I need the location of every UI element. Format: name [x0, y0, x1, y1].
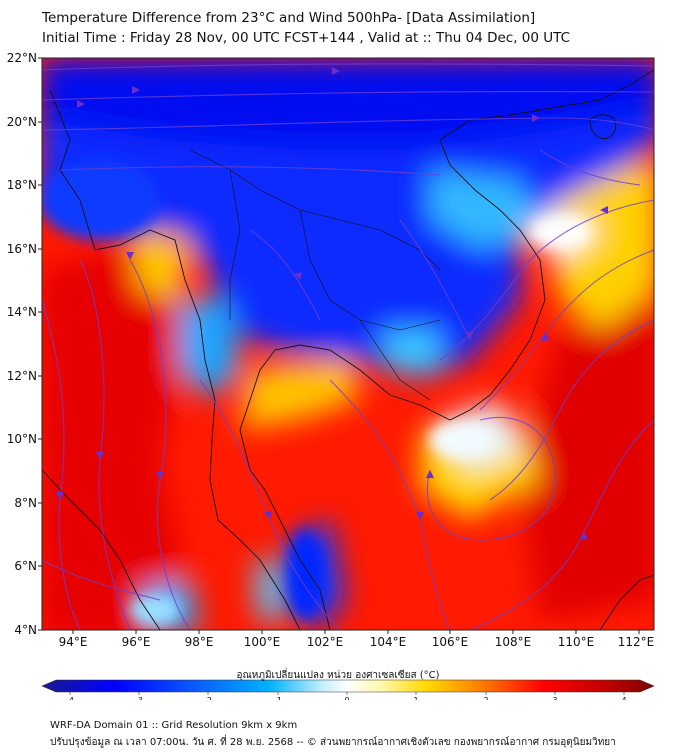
map-frame [41, 57, 655, 631]
coastlines [42, 69, 654, 630]
lon-tick-label: 100°E [244, 635, 281, 649]
lon-tick-label: 98°E [185, 635, 214, 649]
chart-title: Temperature Difference from 23°C and Win… [42, 10, 536, 26]
lat-tick-label: 6°N [14, 559, 37, 573]
colorbar-tick-label: -4 [66, 696, 74, 700]
colorbar-tick-label: 2 [483, 696, 488, 700]
lon-tick-label: 94°E [59, 635, 88, 649]
chart-subtitle: Initial Time : Friday 28 Nov, 00 UTC FCS… [42, 30, 571, 46]
colorbar-tick-label: 3 [552, 696, 557, 700]
colorbar-tick-label: -3 [135, 696, 143, 700]
lat-tick-label: 18°N [7, 178, 37, 192]
lon-tick-label: 104°E [370, 635, 407, 649]
footer-model-info: WRF-DA Domain 01 :: Grid Resolution 9km … [50, 720, 298, 731]
lat-tick-label: 12°N [7, 369, 37, 383]
lon-tick-label: 96°E [122, 635, 151, 649]
footer-credit: ปรับปรุงข้อมูล ณ เวลา 07:00น. วัน ศ. ที่… [50, 737, 616, 748]
lat-tick-label: 20°N [7, 115, 37, 129]
lon-tick-label: 108°E [495, 635, 532, 649]
axis-ticks [38, 57, 640, 634]
lat-tick-label: 14°N [7, 305, 37, 319]
temperature-field [42, 58, 654, 630]
lat-tick-label: 22°N [7, 51, 37, 65]
colorbar [41, 679, 655, 693]
colorbar-tick-label: 0 [344, 696, 349, 700]
colorbar-tick-label: -2 [204, 696, 212, 700]
colorbar-tick-label: 1 [413, 696, 418, 700]
weather-map: 22°N 20°N 18°N 16°N 14°N 12°N 10°N 8°N 6… [7, 51, 655, 700]
lon-tick-label: 106°E [432, 635, 469, 649]
lat-tick-label: 4°N [14, 623, 37, 637]
colorbar-tick-label: 4 [621, 696, 626, 700]
lat-tick-label: 16°N [7, 242, 37, 256]
colorbar-label: อุณหภูมิเปลี่ยนแปลง หน่วย องศาเซลเซียส (… [236, 670, 440, 681]
colorbar-tick-label: -1 [274, 696, 282, 700]
lon-tick-label: 102°E [307, 635, 344, 649]
lon-tick-label: 110°E [558, 635, 595, 649]
lat-tick-label: 8°N [14, 496, 37, 510]
colorbar-ticks [69, 692, 625, 695]
wind-arrowheads [56, 67, 608, 540]
lon-tick-label: 112°E [618, 635, 655, 649]
lat-tick-label: 10°N [7, 432, 37, 446]
